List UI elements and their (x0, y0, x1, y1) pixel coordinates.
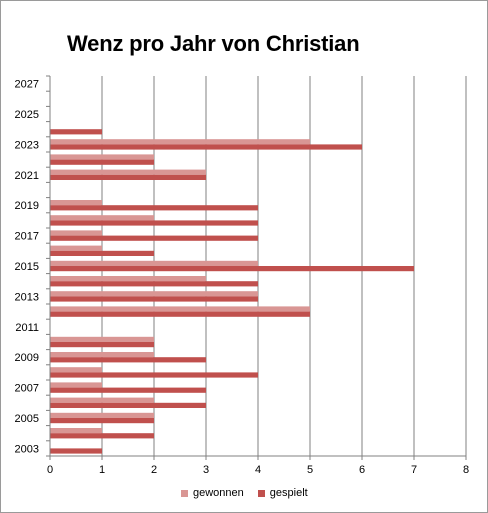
legend-swatch-gespielt (257, 489, 265, 497)
bar-gespielt-2004 (50, 433, 154, 439)
bar-gespielt-2009 (50, 357, 206, 363)
bar-gewonnen-2017 (50, 230, 102, 236)
x-tick-label: 3 (203, 464, 209, 476)
bar-gewonnen-2006 (50, 397, 154, 403)
x-tick-labels: 0 1 2 3 4 5 6 7 8 (47, 464, 469, 476)
legend: gewonnen gespielt (181, 487, 322, 499)
x-tick-label: 7 (411, 464, 417, 476)
bar-gewonnen-2016 (50, 245, 102, 251)
x-tick-label: 4 (255, 464, 261, 476)
bar-gewonnen-2012 (50, 306, 310, 312)
bar-gespielt-2012 (50, 311, 310, 317)
x-tick-label: 8 (463, 464, 469, 476)
bar-gewonnen-2019 (50, 200, 102, 206)
bar-gewonnen-2007 (50, 382, 102, 388)
bar-gespielt-2016 (50, 250, 154, 256)
x-tick-label: 1 (99, 464, 105, 476)
bar-gespielt-2018 (50, 220, 258, 226)
bar-gespielt-2013 (50, 296, 258, 302)
legend-item-gewonnen: gewonnen (181, 487, 244, 499)
bar-gespielt-2006 (50, 402, 206, 408)
bar-gewonnen-2005 (50, 412, 154, 418)
y-tick-label: 2025 (15, 109, 39, 121)
bar-gewonnen-2022 (50, 154, 154, 160)
y-tick-label: 2011 (15, 322, 39, 334)
bar-gespielt-2023 (50, 144, 362, 150)
y-tick-labels: 2003 2005 2007 2009 2011 2013 2015 2017 2019 2021… (15, 79, 39, 456)
legend-item-gespielt: gespielt (257, 487, 308, 499)
y-tick-label: 2013 (15, 291, 39, 303)
x-tick-label: 6 (359, 464, 365, 476)
axes (46, 75, 467, 460)
legend-label-gewonnen: gewonnen (193, 487, 244, 499)
y-tick-label: 2019 (15, 200, 39, 212)
bar-gespielt-2007 (50, 387, 206, 393)
bar-gewonnen-2009 (50, 352, 154, 358)
legend-label-gespielt: gespielt (269, 487, 308, 499)
bar-gewonnen-2015 (50, 260, 258, 266)
x-tick-label: 0 (47, 464, 53, 476)
y-tick-label: 2023 (15, 139, 39, 151)
y-tick-label: 2007 (15, 383, 39, 395)
y-tick-label: 2017 (15, 231, 39, 243)
bar-gespielt-2024 (50, 129, 102, 135)
bar-gewonnen-2004 (50, 428, 102, 434)
bar-gespielt-2019 (50, 205, 258, 211)
bar-gewonnen-2023 (50, 139, 310, 145)
bar-gespielt-2010 (50, 342, 154, 348)
bar-gewonnen-2013 (50, 291, 258, 297)
bar-gespielt-2017 (50, 235, 258, 241)
bar-gespielt-2008 (50, 372, 258, 378)
bar-gespielt-2021 (50, 174, 206, 180)
y-tick-label: 2003 (15, 443, 39, 455)
bar-gewonnen-2014 (50, 276, 206, 282)
bar-gewonnen-2018 (50, 215, 154, 221)
y-tick-label: 2009 (15, 352, 39, 364)
bar-gespielt-2015 (50, 266, 414, 272)
x-tick-label: 2 (151, 464, 157, 476)
bar-gewonnen-2008 (50, 367, 102, 373)
bar-gespielt-2005 (50, 418, 154, 424)
bar-gespielt-2022 (50, 159, 154, 165)
bar-gespielt-2014 (50, 281, 258, 287)
x-tick-label: 5 (307, 464, 313, 476)
bar-gewonnen-2010 (50, 336, 154, 342)
chart-title: Wenz pro Jahr von Christian (67, 31, 360, 56)
y-tick-label: 2027 (15, 79, 39, 91)
legend-swatch-gewonnen (181, 489, 188, 497)
bar-gespielt-2003 (50, 448, 102, 454)
bars (50, 129, 414, 454)
y-tick-label: 2015 (15, 261, 39, 273)
bar-gewonnen-2021 (50, 169, 206, 175)
y-tick-label: 2005 (15, 413, 39, 425)
y-tick-label: 2021 (15, 170, 39, 182)
